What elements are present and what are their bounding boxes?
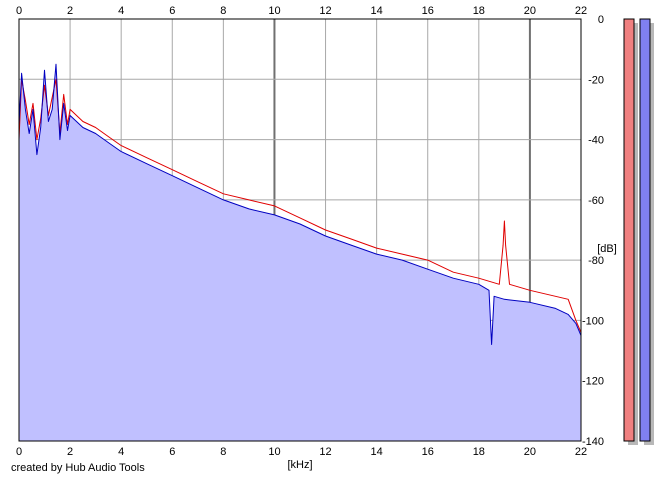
y-tick-label: -100	[582, 315, 604, 327]
x-tick-label-top: 14	[371, 5, 383, 17]
spectrum-series	[18, 63, 582, 345]
x-tick-label-top: 18	[473, 5, 485, 17]
x-tick-label-top: 16	[422, 5, 434, 17]
y-axis-label: [dB]	[597, 243, 617, 255]
x-tick-label-bottom: 10	[268, 446, 280, 458]
x-tick-label-top: 12	[319, 5, 331, 17]
x-tick-label-bottom: 2	[67, 446, 73, 458]
x-tick-label-bottom: 22	[575, 446, 587, 458]
y-tick-label: -120	[582, 376, 604, 388]
x-tick-label-top: 20	[524, 5, 536, 17]
x-ticks-bottom: 0 2 4 6 8 10 12 14 16 18 20 22	[16, 446, 587, 458]
x-tick-label-bottom: 8	[220, 446, 226, 458]
y-tick-label: -20	[588, 74, 604, 86]
credit-text: created by Hub Audio Tools	[11, 462, 145, 474]
x-tick-label-top: 4	[118, 5, 124, 17]
plot-frame	[18, 18, 582, 442]
level-meter	[623, 18, 654, 445]
x-tick-label-bottom: 4	[118, 446, 124, 458]
x-tick-label-top: 2	[67, 5, 73, 17]
x-tick-label-top: 22	[575, 5, 587, 17]
x-tick-label-bottom: 18	[473, 446, 485, 458]
x-tick-label-bottom: 0	[16, 446, 22, 458]
level-bar-left	[623, 18, 635, 442]
x-tick-label-bottom: 16	[422, 446, 434, 458]
x-tick-label-top: 10	[268, 5, 280, 17]
y-tick-label: -80	[588, 255, 604, 267]
y-ticks-right: 0 -20 -40 -60 -80 -100 -120 -140	[582, 14, 604, 448]
x-tick-label-top: 6	[169, 5, 175, 17]
spectrum-area	[19, 64, 581, 441]
x-tick-label-bottom: 12	[319, 446, 331, 458]
y-tick-label: -60	[588, 195, 604, 207]
y-tick-label: 0	[598, 14, 604, 26]
y-tick-label: -40	[588, 135, 604, 147]
x-ticks-top: 0 2 4 6 8 10 12 14 16 18 20 22	[16, 5, 587, 17]
x-axis-label: [kHz]	[287, 459, 312, 471]
series-line-red	[18, 78, 582, 333]
level-bar-right	[639, 18, 651, 442]
y-tick-label: -140	[582, 436, 604, 448]
x-tick-label-bottom: 14	[371, 446, 383, 458]
x-tick-label-bottom: 20	[524, 446, 536, 458]
x-tick-label-top: 0	[16, 5, 22, 17]
x-tick-label-bottom: 6	[169, 446, 175, 458]
series-line-blue	[18, 63, 582, 345]
spectrum-fill	[19, 64, 581, 441]
x-tick-label-top: 8	[220, 5, 226, 17]
